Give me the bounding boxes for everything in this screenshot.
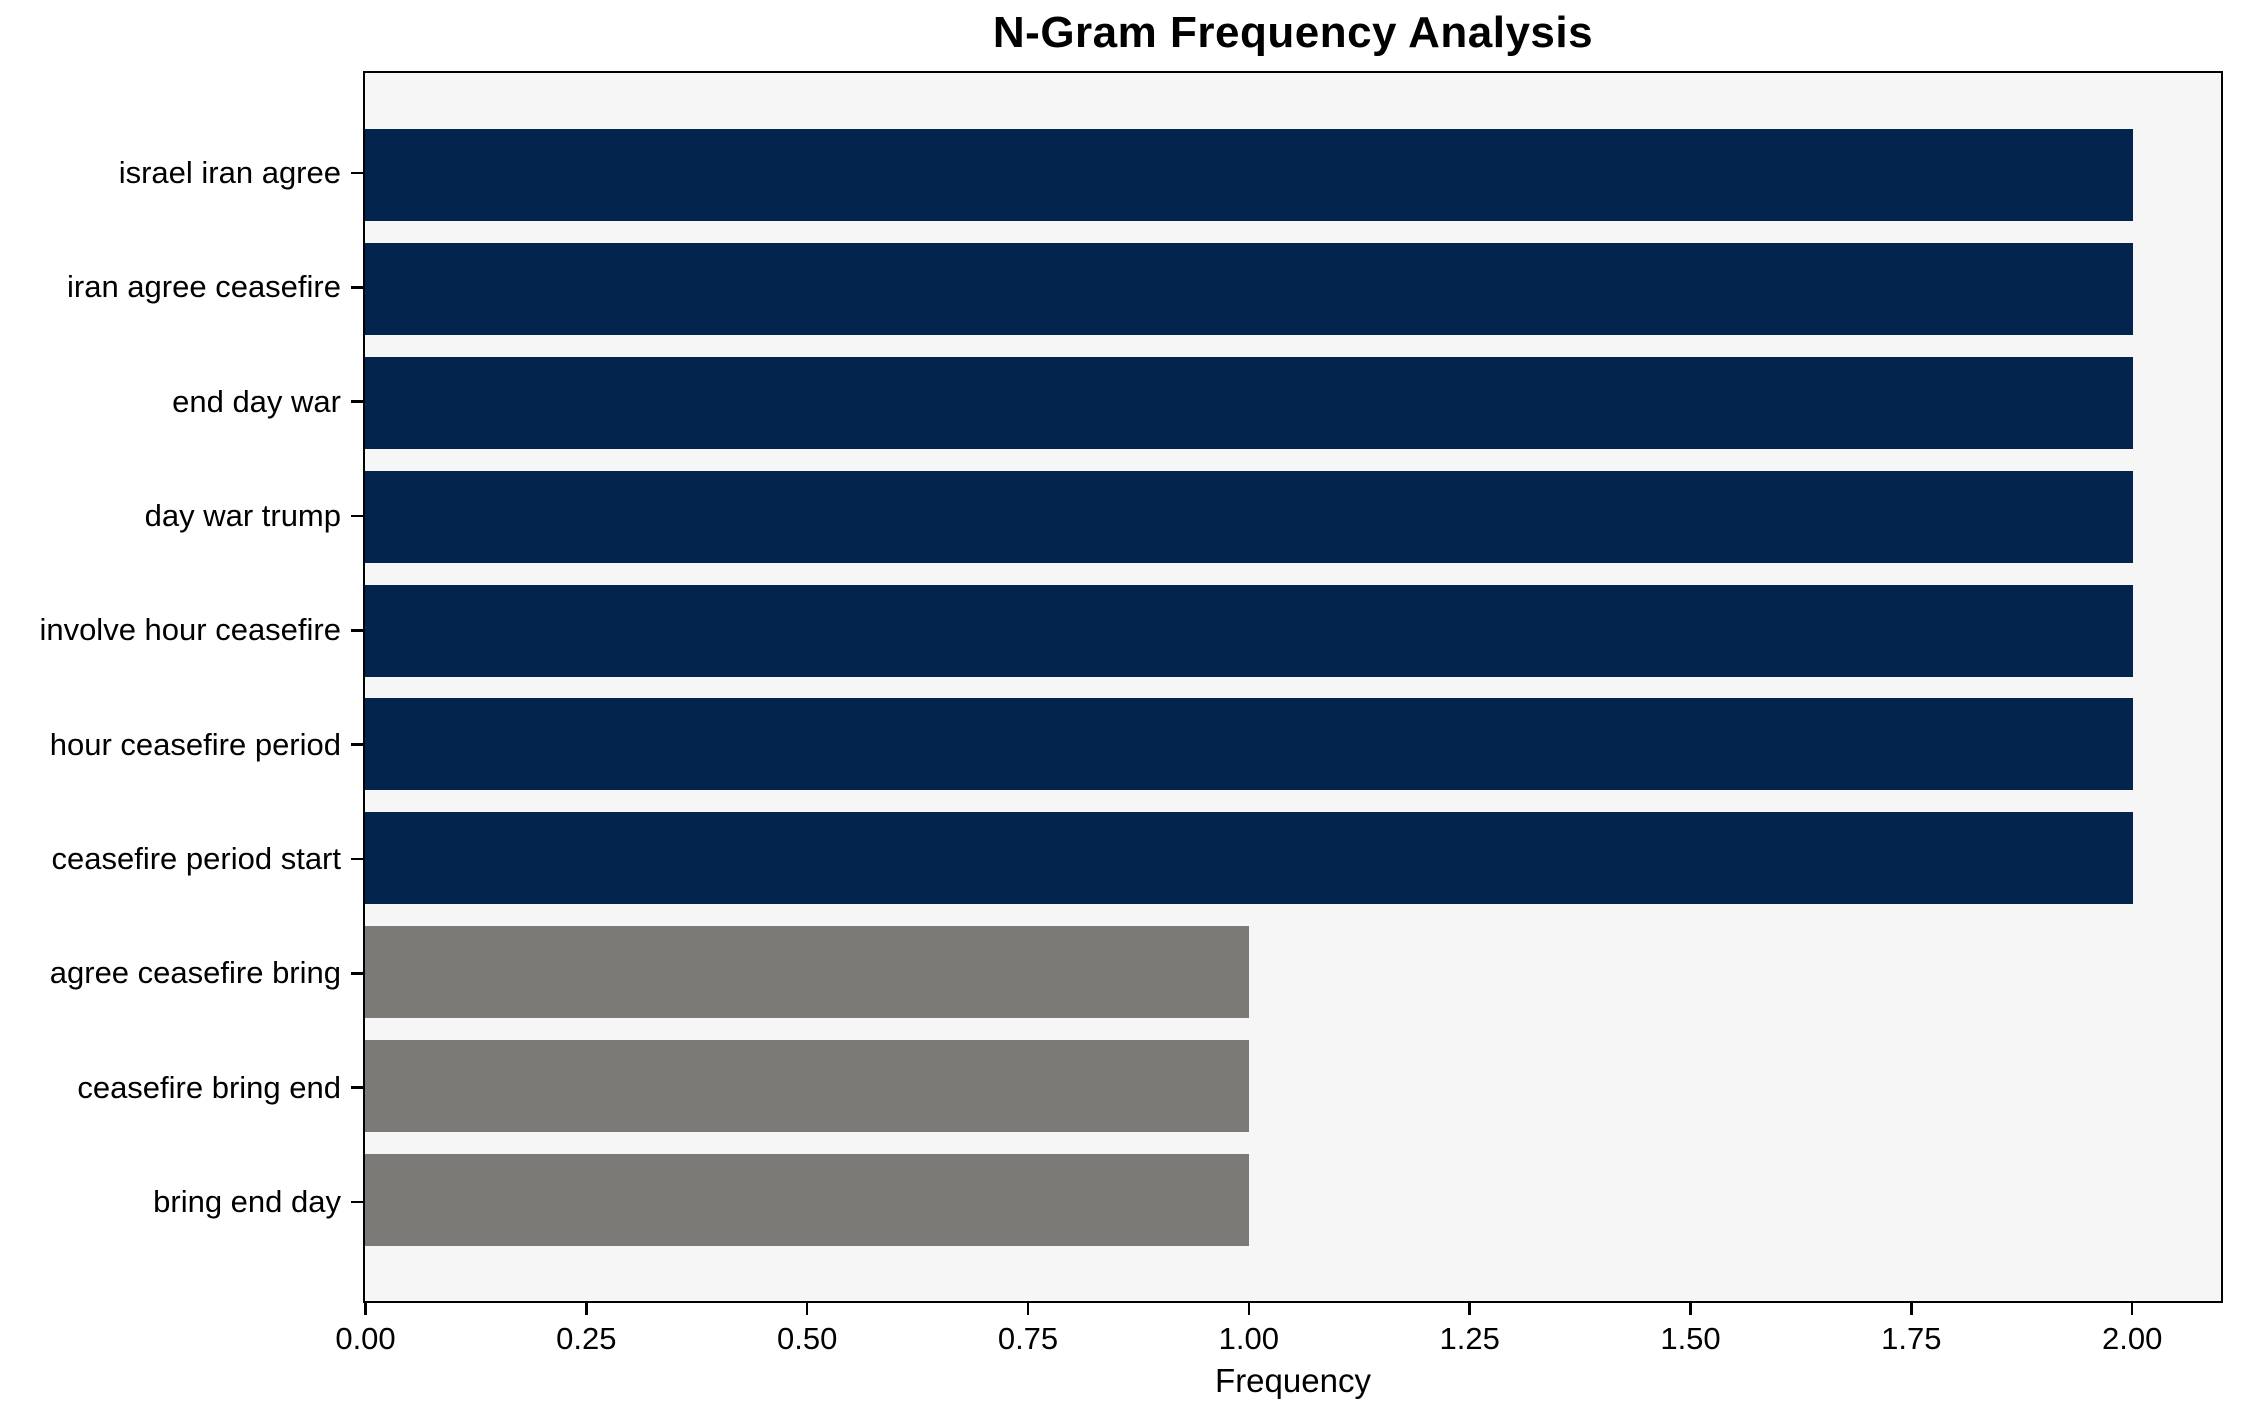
y-tick-mark xyxy=(351,286,363,289)
bar-israel-iran-agree xyxy=(365,129,2133,221)
x-axis-title: Frequency xyxy=(1215,1362,1371,1399)
chart-title: N-Gram Frequency Analysis xyxy=(992,8,1594,57)
bar-row xyxy=(365,129,2221,221)
y-tick-mark xyxy=(351,171,363,175)
bar-hour-ceasefire-period xyxy=(365,698,2133,791)
y-tick-label: ceasefire bring end xyxy=(77,1069,341,1105)
bar-row xyxy=(365,812,2221,905)
x-tick-label: 1.00 xyxy=(1218,1321,1279,1356)
x-tick-label: 2.00 xyxy=(2101,1321,2163,1356)
x-tick-label: 1.75 xyxy=(1881,1321,1942,1356)
bar-row xyxy=(365,356,2221,449)
y-tick-label: bring end day xyxy=(153,1184,341,1219)
bar-row xyxy=(365,698,2221,791)
x-tick-mark xyxy=(1689,1303,1692,1315)
y-tick-mark xyxy=(351,1200,363,1204)
y-tick-label: day war trump xyxy=(144,498,341,533)
x-tick-mark xyxy=(2130,1303,2134,1315)
y-tick-mark xyxy=(351,972,363,975)
x-tick-mark xyxy=(1026,1303,1030,1315)
x-tick-label: 1.50 xyxy=(1660,1321,1721,1356)
bar-agree-ceasefire-bring xyxy=(365,926,1249,1019)
y-tick-label: ceasefire period start xyxy=(51,841,341,876)
x-tick-mark xyxy=(805,1303,809,1315)
x-tick-label: 0.75 xyxy=(997,1321,1059,1356)
bar-row xyxy=(365,926,2221,1019)
bar-bring-end-day xyxy=(365,1153,1249,1246)
y-tick-label: iran agree ceasefire xyxy=(67,269,341,305)
bar-row xyxy=(365,1040,2221,1132)
x-tick-mark xyxy=(1468,1303,1471,1315)
x-tick-mark xyxy=(1910,1303,1913,1315)
bar-ceasefire-bring-end xyxy=(365,1040,1249,1132)
bar-day-war-trump xyxy=(365,470,2133,563)
bar-row xyxy=(365,584,2221,677)
bar-row xyxy=(365,1153,2221,1246)
x-tick-mark xyxy=(1247,1303,1251,1315)
x-tick-mark xyxy=(585,1303,588,1315)
bar-end-day-war xyxy=(365,356,2133,449)
plot-area xyxy=(363,71,2223,1303)
y-tick-label: hour ceasefire period xyxy=(49,726,341,762)
y-tick-label: israel iran agree xyxy=(118,155,341,190)
bar-involve-hour-ceasefire xyxy=(365,584,2133,677)
y-tick-label: involve hour ceasefire xyxy=(39,612,341,648)
x-tick-mark xyxy=(364,1303,367,1315)
y-tick-mark xyxy=(351,400,363,403)
y-tick-mark xyxy=(351,857,363,861)
y-tick-mark xyxy=(351,514,363,518)
x-tick-label: 0.50 xyxy=(776,1321,838,1356)
bar-ceasefire-period-start xyxy=(365,812,2133,905)
bar-row xyxy=(365,470,2221,563)
y-tick-label: agree ceasefire bring xyxy=(49,955,341,991)
y-tick-mark xyxy=(351,1086,363,1089)
bar-row xyxy=(365,242,2221,335)
x-tick-label: 0.00 xyxy=(335,1321,396,1356)
y-tick-label: end day war xyxy=(172,383,341,419)
y-tick-mark xyxy=(351,743,363,746)
bar-iran-agree-ceasefire xyxy=(365,242,2133,335)
y-tick-mark xyxy=(351,629,363,632)
x-tick-label: 0.25 xyxy=(556,1321,617,1356)
x-tick-label: 1.25 xyxy=(1439,1321,1500,1356)
y-axis-labels: israel iran agree iran agree ceasefire end… xyxy=(0,71,341,1303)
